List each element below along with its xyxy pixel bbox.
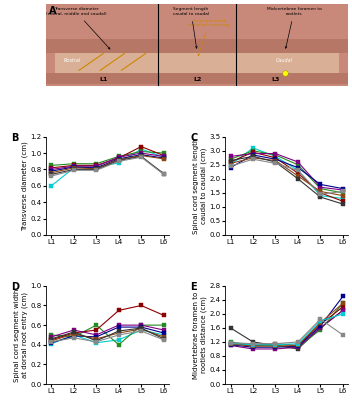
Text: Segment length
caudal to caudal: Segment length caudal to caudal <box>173 8 209 48</box>
Y-axis label: Midvertebrae foramen to
rootlets distance (cm): Midvertebrae foramen to rootlets distanc… <box>193 291 207 378</box>
Text: Rostral: Rostral <box>64 58 81 63</box>
Text: L1: L1 <box>99 77 107 82</box>
Text: Transverse diameter
(rostral, middle and caudal): Transverse diameter (rostral, middle and… <box>46 8 110 49</box>
Bar <box>46 39 348 53</box>
Text: B: B <box>11 133 19 143</box>
Text: Midvertebrae foramen to
rootlets: Midvertebrae foramen to rootlets <box>266 8 321 48</box>
Text: L3: L3 <box>272 77 280 82</box>
Y-axis label: Transverse diameter (cm): Transverse diameter (cm) <box>21 141 27 231</box>
Text: D: D <box>11 282 19 292</box>
Text: A: A <box>49 6 56 16</box>
Bar <box>55 53 339 72</box>
Bar <box>46 72 348 84</box>
Text: E: E <box>190 282 197 292</box>
Text: L2: L2 <box>193 77 201 82</box>
Y-axis label: Spinal cord segment width
at dorsal root entry (cm): Spinal cord segment width at dorsal root… <box>14 288 27 382</box>
Y-axis label: Spinal cord segment length
caudal to caudal (cm): Spinal cord segment length caudal to cau… <box>193 138 207 234</box>
Text: Segment width
at dorsal root entry: Segment width at dorsal root entry <box>188 18 230 56</box>
Text: Caudal: Caudal <box>276 58 293 63</box>
Text: C: C <box>190 133 197 143</box>
